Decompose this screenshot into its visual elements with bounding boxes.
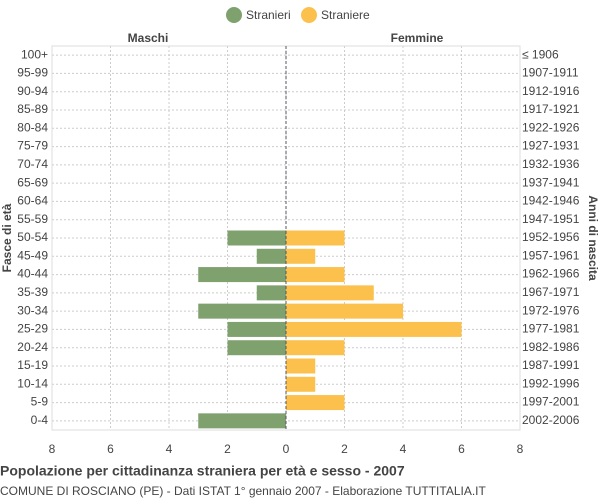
y-tick-label: 45-49 bbox=[17, 248, 48, 262]
y-tick-label: 75-79 bbox=[17, 139, 48, 153]
y2-tick-label: 1947-1951 bbox=[522, 212, 580, 226]
y-tick-label: 55-59 bbox=[17, 212, 48, 226]
bar bbox=[286, 285, 374, 301]
y2-tick-label: 1922-1926 bbox=[522, 120, 580, 134]
y2-tick-label: 1972-1976 bbox=[522, 303, 580, 317]
y2-tick-label: 1912-1916 bbox=[522, 84, 580, 98]
chart-title: Popolazione per cittadinanza straniera p… bbox=[0, 463, 405, 479]
y2-tick-label: 1952-1956 bbox=[522, 230, 580, 244]
x-tick-label: 8 bbox=[49, 442, 56, 456]
x-tick-label: 4 bbox=[166, 442, 173, 456]
bar bbox=[286, 376, 316, 392]
y-tick-label: 80-84 bbox=[17, 120, 48, 134]
y2-axis-title: Anni di nascita bbox=[586, 195, 600, 281]
x-tick-label: 6 bbox=[458, 442, 465, 456]
y-tick-label: 40-44 bbox=[17, 267, 48, 281]
y2-tick-label: 1992-1996 bbox=[522, 376, 580, 390]
y-tick-label: 10-14 bbox=[17, 376, 48, 390]
y-tick-label: 25-29 bbox=[17, 322, 48, 336]
y-tick-label: 20-24 bbox=[17, 340, 48, 354]
y-tick-label: 50-54 bbox=[17, 230, 48, 244]
y-tick-label: 65-69 bbox=[17, 175, 48, 189]
bar bbox=[227, 340, 286, 356]
legend-swatch bbox=[226, 7, 242, 23]
bar bbox=[286, 267, 345, 283]
y2-tick-label: 1967-1971 bbox=[522, 285, 580, 299]
y2-tick-label: 1982-1986 bbox=[522, 340, 580, 354]
y2-tick-label: 1987-1991 bbox=[522, 358, 580, 372]
bar bbox=[286, 303, 403, 319]
legend-label: Stranieri bbox=[246, 8, 291, 22]
y2-tick-label: 1917-1921 bbox=[522, 102, 580, 116]
bar bbox=[286, 395, 345, 411]
bar bbox=[227, 230, 286, 246]
y-axis-title: Fasce di età bbox=[0, 203, 14, 272]
y-tick-label: 90-94 bbox=[17, 84, 48, 98]
bar bbox=[286, 340, 345, 356]
legend-swatch bbox=[301, 7, 317, 23]
bar bbox=[256, 285, 286, 301]
chart-subtitle: COMUNE DI ROSCIANO (PE) - Dati ISTAT 1° … bbox=[0, 484, 487, 498]
y-tick-label: 85-89 bbox=[17, 102, 48, 116]
bar bbox=[198, 303, 286, 319]
x-tick-label: 2 bbox=[341, 442, 348, 456]
y-tick-label: 70-74 bbox=[17, 157, 48, 171]
bar bbox=[286, 321, 462, 337]
right-label: Femmine bbox=[391, 31, 444, 45]
y-tick-label: 15-19 bbox=[17, 358, 48, 372]
x-tick-label: 8 bbox=[517, 442, 524, 456]
x-tick-label: 2 bbox=[224, 442, 231, 456]
x-tick-label: 4 bbox=[400, 442, 407, 456]
y-tick-label: 5-9 bbox=[31, 395, 49, 409]
y2-tick-label: 1957-1961 bbox=[522, 248, 580, 262]
y-tick-label: 0-4 bbox=[31, 413, 49, 427]
legend-label: Straniere bbox=[321, 8, 370, 22]
x-tick-label: 0 bbox=[283, 442, 290, 456]
y2-tick-label: 1932-1936 bbox=[522, 157, 580, 171]
y-tick-label: 60-64 bbox=[17, 194, 48, 208]
bar bbox=[256, 248, 286, 264]
y-tick-label: 100+ bbox=[21, 47, 48, 61]
y2-tick-label: 1937-1941 bbox=[522, 175, 580, 189]
left-label: Maschi bbox=[128, 31, 169, 45]
y2-tick-label: 1997-2001 bbox=[522, 395, 580, 409]
bar bbox=[286, 358, 316, 374]
y-tick-label: 35-39 bbox=[17, 285, 48, 299]
y2-tick-label: 1907-1911 bbox=[522, 66, 579, 80]
y2-tick-label: 1927-1931 bbox=[522, 139, 580, 153]
bar bbox=[198, 267, 286, 283]
bar bbox=[198, 413, 286, 429]
y-tick-label: 30-34 bbox=[17, 303, 48, 317]
bar bbox=[227, 321, 286, 337]
y2-tick-label: 1977-1981 bbox=[522, 322, 580, 336]
y-tick-label: 95-99 bbox=[17, 66, 48, 80]
y2-tick-label: 1942-1946 bbox=[522, 194, 580, 208]
bar bbox=[286, 248, 316, 264]
y2-tick-label: ≤ 1906 bbox=[522, 47, 559, 61]
y2-tick-label: 2002-2006 bbox=[522, 413, 580, 427]
bar bbox=[286, 230, 345, 246]
x-tick-label: 6 bbox=[107, 442, 114, 456]
y2-tick-label: 1962-1966 bbox=[522, 267, 580, 281]
